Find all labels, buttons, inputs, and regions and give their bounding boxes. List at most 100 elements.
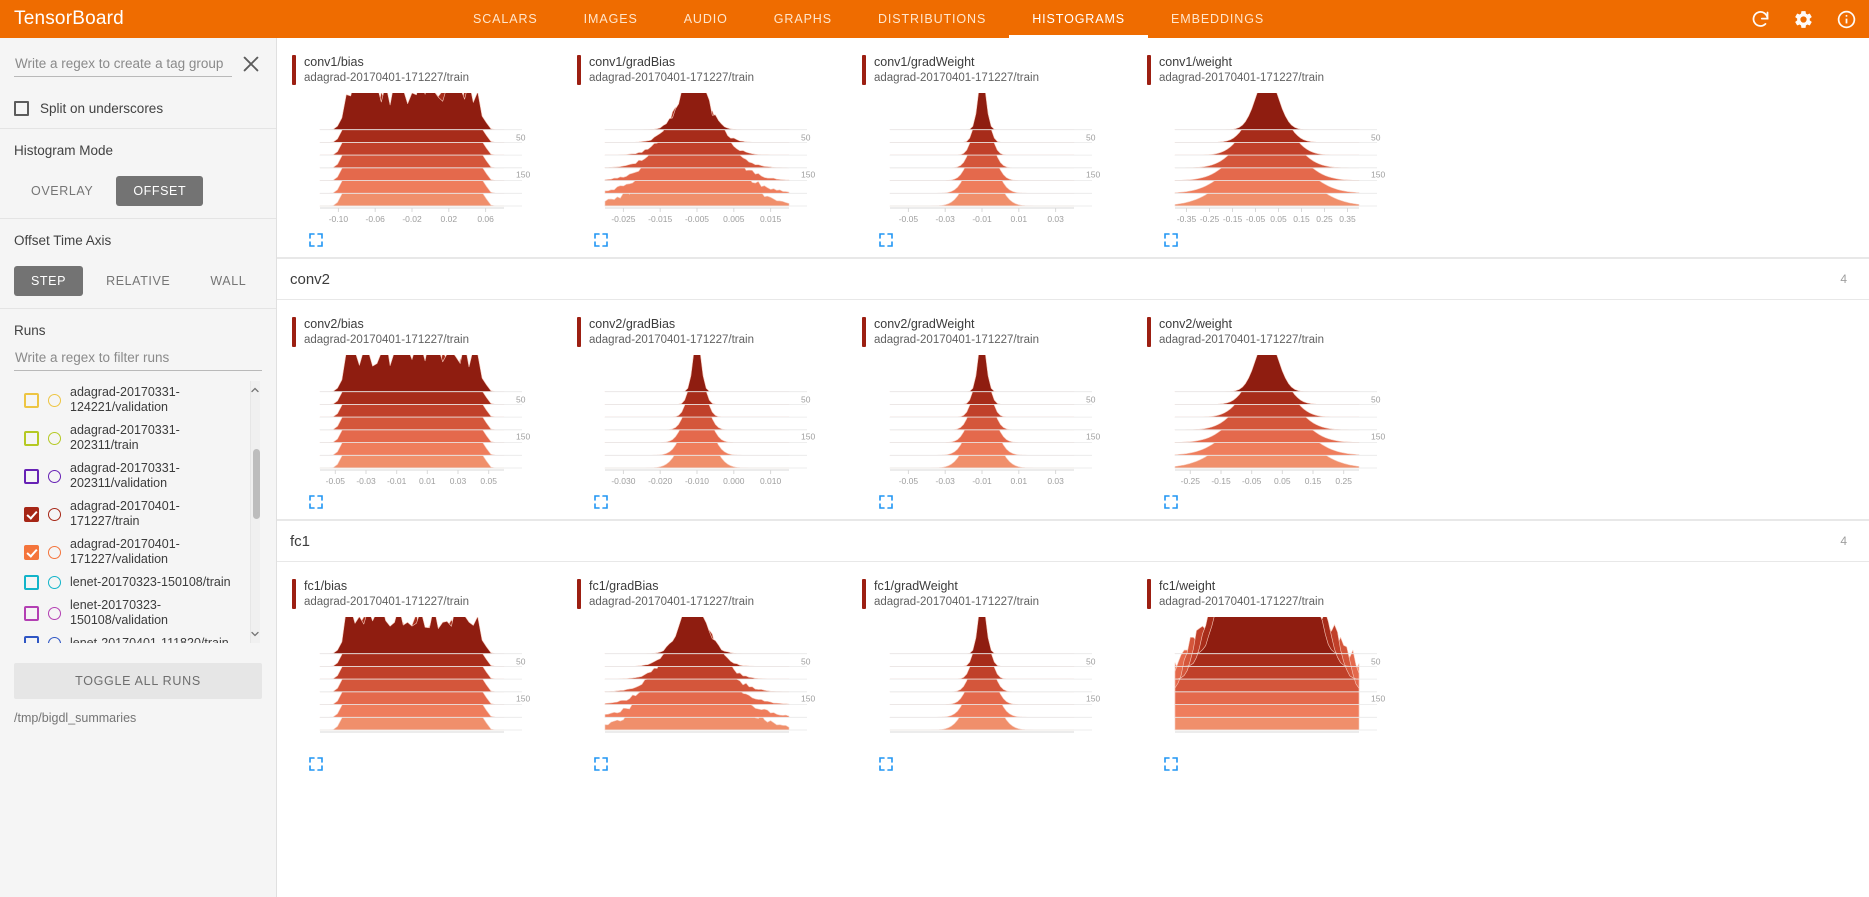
info-icon[interactable] <box>1836 9 1857 30</box>
run-color-dot[interactable] <box>48 469 61 483</box>
fullscreen-expand-icon[interactable] <box>1163 494 1179 510</box>
fullscreen-expand-icon[interactable] <box>308 494 324 510</box>
run-list-item[interactable]: adagrad-20170331-202311/train <box>14 419 244 457</box>
histogram-plot[interactable]: 50 150 -0.025 -0.015 -0.005 0.005 0.015 <box>575 93 847 228</box>
split-on-underscores-row[interactable]: Split on underscores <box>14 101 262 116</box>
histogram-card[interactable]: conv1/gradBias adagrad-20170401-171227/tr… <box>575 48 860 253</box>
chevron-up-icon[interactable] <box>249 383 261 397</box>
fullscreen-expand-icon[interactable] <box>308 232 324 248</box>
run-checkbox[interactable] <box>24 605 39 621</box>
histogram-plot[interactable]: 50 150 <box>1145 617 1417 752</box>
tab-images[interactable]: IMAGES <box>583 12 638 26</box>
split-on-underscores-checkbox[interactable] <box>14 101 29 116</box>
histogram-plot[interactable]: 50 150 -0.05 -0.03 -0.01 0.01 0.03 <box>860 93 1132 228</box>
histogram-plot[interactable]: 50 150 <box>860 617 1132 752</box>
refresh-icon[interactable] <box>1750 9 1771 30</box>
svg-text:0.01: 0.01 <box>1011 476 1028 486</box>
histogram-card[interactable]: conv2/bias adagrad-20170401-171227/train 5… <box>290 310 575 515</box>
histogram-card[interactable]: fc1/weight adagrad-20170401-171227/train 5… <box>1145 572 1430 777</box>
group-header-fc1[interactable]: fc1 4 <box>277 520 1869 562</box>
group-header-conv2[interactable]: conv2 4 <box>277 258 1869 300</box>
histogram-plot[interactable]: 50 150 <box>575 617 847 752</box>
svg-text:0.35: 0.35 <box>1339 214 1356 224</box>
run-name-label: adagrad-20170331-202311/validation <box>70 461 180 490</box>
histogram-plot[interactable]: 50 150 -0.030 -0.020 -0.010 0.000 0.010 <box>575 355 847 490</box>
offset-time-axis-title: Offset Time Axis <box>14 233 112 248</box>
run-checkbox[interactable] <box>24 468 39 484</box>
time-axis-relative-button[interactable]: RELATIVE <box>89 266 187 296</box>
tab-histograms[interactable]: HISTOGRAMS <box>1009 0 1148 38</box>
run-list-item[interactable]: adagrad-20170401-171227/validation <box>14 533 244 571</box>
time-axis-step-button[interactable]: STEP <box>14 266 84 296</box>
runs-scrollbar-thumb[interactable] <box>253 449 260 519</box>
run-list-item[interactable]: lenet-20170323-150108/train <box>14 571 244 594</box>
histogram-card[interactable]: conv2/weight adagrad-20170401-171227/trai… <box>1145 310 1430 515</box>
svg-text:-0.025: -0.025 <box>611 214 635 224</box>
histogram-card[interactable]: conv2/gradWeight adagrad-20170401-171227/… <box>860 310 1145 515</box>
tab-distributions[interactable]: DISTRIBUTIONS <box>877 12 987 26</box>
svg-text:-0.005: -0.005 <box>685 214 709 224</box>
fullscreen-expand-icon[interactable] <box>1163 232 1179 248</box>
histogram-mode-offset-button[interactable]: OFFSET <box>116 176 204 206</box>
run-checkbox[interactable] <box>24 430 39 446</box>
fullscreen-expand-icon[interactable] <box>593 756 609 772</box>
histogram-card[interactable]: conv2/gradBias adagrad-20170401-171227/tr… <box>575 310 860 515</box>
chevron-down-icon[interactable] <box>249 627 261 641</box>
close-icon[interactable] <box>240 53 262 75</box>
main-content[interactable]: conv1/bias adagrad-20170401-171227/train 5… <box>277 38 1869 897</box>
histogram-plot[interactable]: 50 150 -0.35 -0.25 -0.15 -0.05 0.05 0.15 0.25 0.3… <box>1145 93 1417 228</box>
runs-filter-input[interactable] <box>14 346 262 371</box>
run-color-dot[interactable] <box>48 637 61 643</box>
card-run-label: adagrad-20170401-171227/train <box>1159 596 1324 608</box>
runs-title: Runs <box>14 323 46 338</box>
run-checkbox[interactable] <box>24 575 39 590</box>
histogram-card[interactable]: fc1/bias adagrad-20170401-171227/train 50 1… <box>290 572 575 777</box>
fullscreen-expand-icon[interactable] <box>878 232 894 248</box>
run-color-dot[interactable] <box>48 507 61 521</box>
histogram-plot[interactable]: 50 150 -0.05 -0.03 -0.01 0.01 0.03 0.05 <box>290 355 562 490</box>
fullscreen-expand-icon[interactable] <box>593 494 609 510</box>
run-list-item[interactable]: lenet-20170323-150108/validation <box>14 594 244 632</box>
time-axis-wall-button[interactable]: WALL <box>193 266 263 296</box>
fullscreen-expand-icon[interactable] <box>878 494 894 510</box>
tab-audio[interactable]: AUDIO <box>683 12 728 26</box>
histogram-plot[interactable]: 50 150 -0.05 -0.03 -0.01 0.01 0.03 <box>860 355 1132 490</box>
run-list-item[interactable]: lenet-20170401-111820/train <box>14 632 244 643</box>
toggle-all-runs-button[interactable]: TOGGLE ALL RUNS <box>14 663 262 699</box>
fullscreen-expand-icon[interactable] <box>308 756 324 772</box>
histogram-card[interactable]: conv1/bias adagrad-20170401-171227/train 5… <box>290 48 575 253</box>
tab-scalars[interactable]: SCALARS <box>473 12 538 26</box>
run-list-item[interactable]: adagrad-20170401-171227/train <box>14 495 244 533</box>
run-checkbox[interactable] <box>24 506 39 522</box>
svg-text:50: 50 <box>801 656 811 666</box>
run-color-dot[interactable] <box>48 576 61 589</box>
run-list-item[interactable]: adagrad-20170331-202311/validation <box>14 457 244 495</box>
svg-text:150: 150 <box>1371 431 1385 441</box>
histogram-mode-overlay-button[interactable]: OVERLAY <box>14 176 110 206</box>
tab-graphs[interactable]: GRAPHS <box>773 12 832 26</box>
card-titles: conv1/bias adagrad-20170401-171227/train <box>304 55 469 85</box>
fullscreen-expand-icon[interactable] <box>1163 756 1179 772</box>
histogram-plot[interactable]: 50 150 -0.10 -0.06 -0.02 0.02 0.06 <box>290 93 562 228</box>
fullscreen-expand-icon[interactable] <box>593 232 609 248</box>
histogram-plot[interactable]: 50 150 <box>290 617 562 752</box>
run-list-item[interactable]: adagrad-20170331-124221/validation <box>14 381 244 419</box>
run-checkbox[interactable] <box>24 636 39 643</box>
run-color-bar <box>292 579 296 609</box>
fullscreen-expand-icon[interactable] <box>878 756 894 772</box>
tag-regex-input[interactable] <box>14 52 232 77</box>
histogram-card[interactable]: fc1/gradWeight adagrad-20170401-171227/tr… <box>860 572 1145 777</box>
run-color-dot[interactable] <box>48 545 61 559</box>
settings-gear-icon[interactable] <box>1793 9 1814 30</box>
run-color-dot[interactable] <box>48 393 61 407</box>
histogram-card[interactable]: conv1/gradWeight adagrad-20170401-171227/… <box>860 48 1145 253</box>
histogram-plot[interactable]: 50 150 -0.25 -0.15 -0.05 0.05 0.15 0.25 <box>1145 355 1417 490</box>
histogram-card[interactable]: conv1/weight adagrad-20170401-171227/trai… <box>1145 48 1430 253</box>
run-color-bar <box>577 579 581 609</box>
run-checkbox[interactable] <box>24 392 39 408</box>
run-color-dot[interactable] <box>48 606 61 620</box>
run-color-dot[interactable] <box>48 431 61 445</box>
histogram-card[interactable]: fc1/gradBias adagrad-20170401-171227/trai… <box>575 572 860 777</box>
run-checkbox[interactable] <box>24 544 39 560</box>
tab-embeddings[interactable]: EMBEDDINGS <box>1171 12 1265 26</box>
